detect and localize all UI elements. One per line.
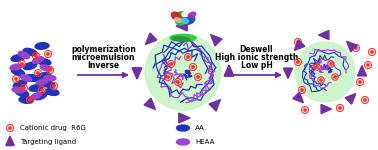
- Text: polymerization: polymerization: [71, 45, 136, 54]
- Text: High ionic strength: High ionic strength: [215, 52, 298, 62]
- Text: Deswell: Deswell: [240, 45, 273, 54]
- Text: AA: AA: [195, 125, 205, 131]
- Ellipse shape: [170, 34, 196, 42]
- Polygon shape: [345, 94, 356, 104]
- Circle shape: [53, 85, 55, 87]
- Circle shape: [367, 64, 369, 66]
- Circle shape: [304, 109, 306, 111]
- Text: microemulsion: microemulsion: [72, 52, 135, 62]
- Circle shape: [364, 99, 366, 101]
- Text: HEAA: HEAA: [195, 139, 214, 145]
- Polygon shape: [144, 98, 155, 110]
- Ellipse shape: [44, 75, 56, 81]
- Circle shape: [177, 81, 179, 83]
- Circle shape: [37, 72, 39, 74]
- Circle shape: [355, 47, 357, 49]
- Ellipse shape: [19, 51, 29, 58]
- Ellipse shape: [174, 12, 192, 24]
- Ellipse shape: [177, 125, 189, 131]
- Ellipse shape: [12, 87, 24, 93]
- Ellipse shape: [36, 79, 48, 85]
- Circle shape: [187, 56, 189, 58]
- Polygon shape: [179, 113, 190, 123]
- Ellipse shape: [175, 18, 181, 22]
- Ellipse shape: [11, 68, 25, 76]
- Ellipse shape: [188, 12, 196, 18]
- Circle shape: [41, 89, 43, 91]
- Polygon shape: [284, 68, 293, 78]
- Circle shape: [359, 81, 361, 83]
- Circle shape: [197, 76, 199, 78]
- Circle shape: [23, 87, 25, 89]
- Ellipse shape: [171, 12, 181, 20]
- Ellipse shape: [35, 43, 49, 49]
- Text: Low pH: Low pH: [240, 60, 273, 69]
- Circle shape: [35, 55, 37, 57]
- Polygon shape: [6, 136, 14, 146]
- Ellipse shape: [11, 55, 25, 61]
- Ellipse shape: [177, 139, 189, 145]
- Ellipse shape: [183, 16, 195, 24]
- Circle shape: [29, 99, 31, 101]
- Ellipse shape: [23, 62, 37, 70]
- Circle shape: [297, 41, 299, 43]
- Circle shape: [167, 76, 169, 78]
- Circle shape: [316, 66, 318, 68]
- Ellipse shape: [32, 57, 44, 63]
- Text: Targeting ligand: Targeting ligand: [20, 139, 76, 145]
- Ellipse shape: [15, 89, 29, 97]
- Ellipse shape: [33, 92, 47, 100]
- Ellipse shape: [29, 85, 43, 91]
- Text: Inverse: Inverse: [87, 60, 119, 69]
- Polygon shape: [319, 30, 329, 40]
- Ellipse shape: [41, 80, 55, 88]
- Circle shape: [145, 34, 221, 110]
- Circle shape: [295, 42, 355, 102]
- Polygon shape: [347, 41, 357, 52]
- Ellipse shape: [20, 75, 32, 81]
- Circle shape: [9, 127, 11, 129]
- Text: Cationic drug  R6G: Cationic drug R6G: [20, 125, 86, 131]
- Ellipse shape: [13, 80, 27, 88]
- Circle shape: [170, 63, 172, 65]
- Ellipse shape: [40, 65, 52, 71]
- Ellipse shape: [172, 37, 190, 41]
- Polygon shape: [321, 104, 332, 114]
- Circle shape: [21, 63, 23, 65]
- Ellipse shape: [19, 97, 33, 103]
- Circle shape: [320, 79, 322, 81]
- Circle shape: [47, 53, 49, 55]
- Polygon shape: [176, 21, 187, 31]
- Circle shape: [330, 63, 332, 65]
- Ellipse shape: [25, 75, 39, 81]
- Ellipse shape: [181, 18, 189, 24]
- Polygon shape: [224, 65, 234, 76]
- Ellipse shape: [182, 11, 190, 16]
- Polygon shape: [211, 34, 222, 46]
- Ellipse shape: [23, 48, 37, 56]
- Ellipse shape: [45, 89, 59, 95]
- Circle shape: [339, 107, 341, 109]
- Polygon shape: [209, 100, 220, 111]
- Circle shape: [334, 76, 336, 78]
- Polygon shape: [294, 40, 305, 50]
- Circle shape: [371, 51, 373, 53]
- Circle shape: [49, 69, 51, 71]
- Circle shape: [15, 78, 17, 80]
- Ellipse shape: [37, 59, 51, 65]
- Polygon shape: [132, 68, 142, 79]
- Polygon shape: [146, 33, 157, 44]
- Circle shape: [192, 66, 194, 68]
- Polygon shape: [293, 92, 304, 103]
- Ellipse shape: [31, 92, 42, 100]
- Polygon shape: [358, 66, 367, 76]
- Ellipse shape: [176, 19, 184, 25]
- Ellipse shape: [10, 64, 22, 70]
- Circle shape: [297, 61, 299, 63]
- Ellipse shape: [37, 72, 51, 80]
- Circle shape: [301, 89, 303, 91]
